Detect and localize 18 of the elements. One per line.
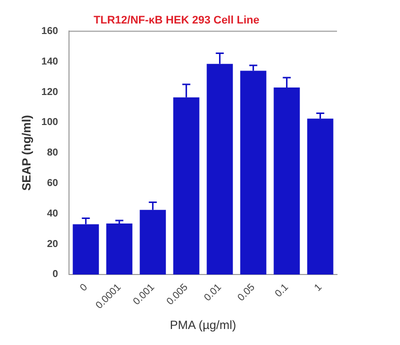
y-tick-label: 0	[52, 269, 59, 280]
chart-title: TLR12/NF-κB HEK 293 Cell Line	[94, 14, 260, 27]
y-axis-title: SEAP (ng/ml)	[20, 114, 34, 191]
y-tick-label: 20	[46, 238, 59, 250]
x-tick-label: 0.01	[202, 282, 224, 304]
x-tick-label: 0.05	[236, 282, 258, 304]
y-tick-label: 40	[46, 208, 59, 220]
x-tick-label: 0.1	[273, 282, 292, 300]
x-tick-label: 1	[312, 282, 325, 294]
y-tick-label: 60	[46, 178, 59, 190]
y-tick-label: 80	[46, 148, 59, 159]
y-tick-label: 100	[41, 117, 59, 128]
x-tick-label: 0	[78, 282, 90, 294]
y-tick-label: 140	[41, 56, 59, 68]
y-tick-label: 160	[41, 26, 59, 37]
bar	[106, 224, 132, 274]
y-tick-label: 120	[41, 86, 59, 98]
x-axis-title: PMA (µg/ml)	[170, 318, 236, 332]
